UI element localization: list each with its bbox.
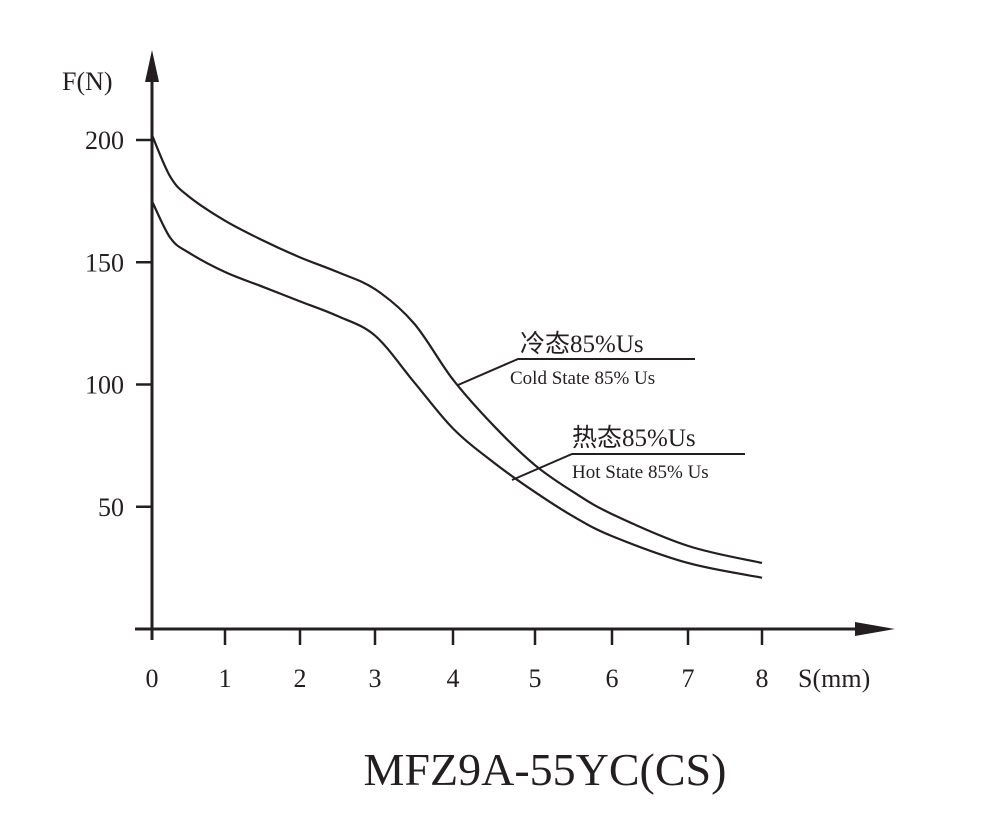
y-tick-label: 150	[85, 248, 124, 277]
legend-cold: 冷态85%Us Cold State 85% Us	[457, 330, 695, 389]
y-tick-label: 100	[85, 371, 124, 400]
x-tick-label: 0	[146, 664, 159, 693]
legend-cold-cn: 冷态85%Us	[520, 330, 644, 358]
x-tick-label: 6	[606, 664, 619, 693]
y-axis-arrow	[145, 50, 159, 82]
chart-title: MFZ9A-55YC(CS)	[364, 744, 727, 795]
cold-state-curve	[150, 134, 763, 565]
x-tick-label: 5	[529, 664, 542, 693]
x-tick-label: 1	[219, 664, 232, 693]
legend-cold-en: Cold State 85% Us	[510, 368, 655, 389]
x-tick-label: 4	[447, 664, 460, 693]
y-axis-label: F(N)	[62, 67, 113, 96]
hot-state-curve	[151, 200, 763, 579]
x-tick-label: 2	[294, 664, 307, 693]
legend-cold-leader	[457, 358, 695, 386]
y-tick-label: 200	[85, 126, 124, 155]
axes	[135, 50, 895, 640]
x-tick-label: 3	[369, 664, 382, 693]
x-axis-arrow	[855, 622, 895, 636]
legend-hot-en: Hot State 85% Us	[572, 462, 709, 483]
x-tick-label: 7	[682, 664, 695, 693]
legend-hot-cn: 热态85%Us	[572, 424, 696, 452]
x-axis-label: S(mm)	[798, 664, 870, 693]
legend-hot: 热态85%Us Hot State 85% Us	[511, 424, 745, 483]
x-tick-label: 8	[756, 664, 769, 693]
y-tick-label: 50	[98, 493, 124, 522]
legend-hot-leader	[511, 453, 745, 481]
